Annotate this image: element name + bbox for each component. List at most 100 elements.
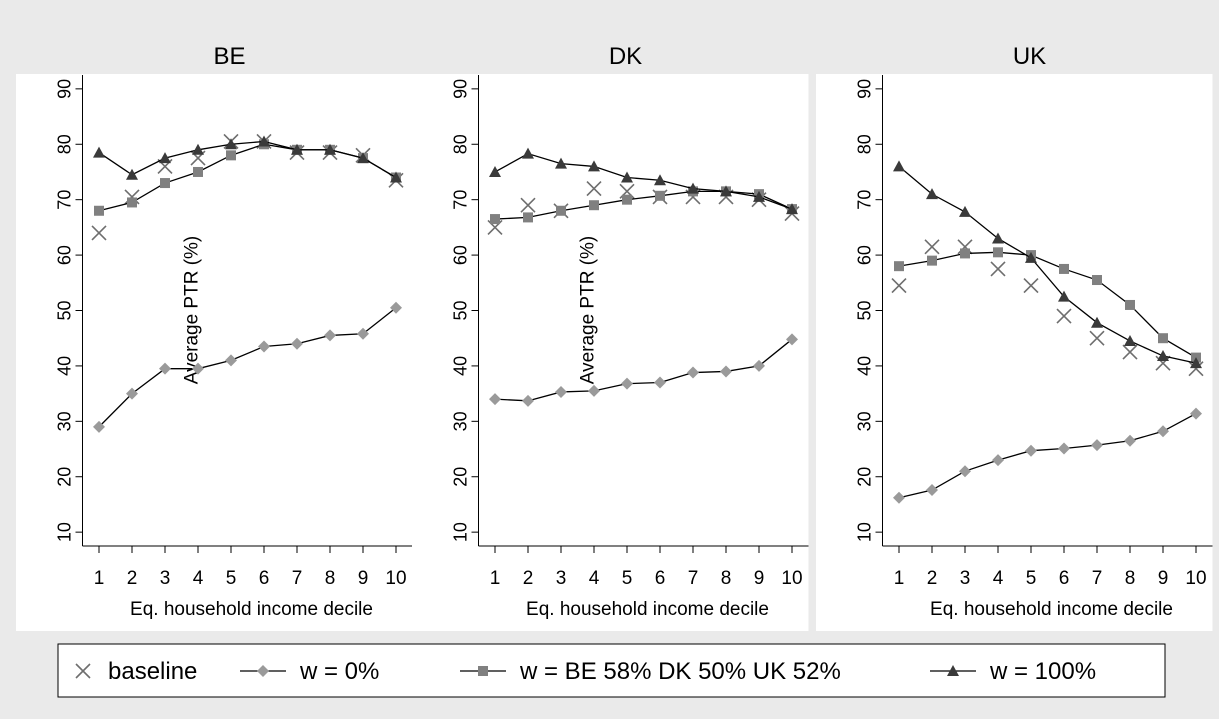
x-tick-label: 8 [325,568,336,589]
x-tick-label: 9 [754,568,765,589]
x-tick-label: 7 [292,568,303,589]
marker-triangle [324,143,336,155]
y-axis-label: Average PTR (%) [578,236,599,385]
y-tick-label: 50 [451,300,471,320]
y-tick-label: 70 [451,190,471,210]
marker-triangle [159,152,171,164]
marker-triangle [687,182,699,194]
y-axis-label: Average PTR (%) [182,236,203,385]
marker-x [91,225,107,241]
marker-square [556,205,566,216]
plot-area [82,75,413,546]
marker-triangle [786,203,798,215]
marker-diamond [390,301,402,314]
series-line [898,165,1197,364]
marker-x [924,239,940,255]
marker-square [927,255,937,266]
x-tick-label: 9 [358,568,369,589]
marker-triangle [588,160,600,172]
x-tick-label: 1 [94,568,105,589]
marker-triangle [192,143,204,155]
series-line [898,251,1197,359]
y-tick-label: 40 [55,356,75,376]
y-tick-label: 20 [451,467,471,487]
marker-square [894,261,904,272]
marker-triangle [947,665,959,676]
y-tick-label: 50 [55,300,75,320]
marker-diamond [257,665,269,677]
y-tick-label: 90 [55,79,75,99]
marker-triangle [126,168,138,180]
marker-diamond [225,354,237,367]
marker-square [226,150,236,161]
x-axis-label: Eq. household income decile [930,599,1173,620]
y-tick-label: 20 [55,467,75,487]
x-tick-label: 6 [259,568,270,589]
series-line [494,152,793,210]
marker-diamond [786,333,798,346]
x-tick-label: 4 [589,568,600,589]
panel-title: UK [1013,43,1046,70]
x-tick-label: 8 [721,568,732,589]
marker-triangle [291,143,303,155]
y-tick-label: 90 [855,79,875,99]
x-tick-label: 3 [160,568,171,589]
marker-triangle [1124,334,1136,346]
marker-square [960,248,970,259]
marker-triangle [258,135,270,147]
marker-square [1059,263,1069,274]
marker-diamond [324,329,336,342]
legend-label: w = 0% [299,658,379,685]
x-tick-label: 1 [894,568,905,589]
marker-triangle [893,160,905,172]
marker-square [193,166,203,177]
marker-triangle [1091,316,1103,328]
y-tick-label: 80 [451,134,471,154]
marker-square [94,205,104,216]
marker-diamond [258,340,270,353]
marker-x [586,181,602,197]
marker-triangle [753,190,765,202]
marker-triangle [654,174,666,186]
y-tick-label: 30 [55,411,75,431]
x-tick-label: 6 [1059,568,1070,589]
marker-diamond [1058,442,1070,455]
marker-square [589,200,599,211]
marker-x [1155,355,1171,371]
marker-square [993,247,1003,258]
y-tick-label: 70 [855,190,875,210]
marker-x [1056,308,1072,324]
marker-diamond [1091,439,1103,452]
marker-diamond [555,385,567,398]
x-tick-label: 8 [1125,568,1136,589]
marker-diamond [126,387,138,400]
marker-triangle [489,165,501,177]
marker-diamond [192,362,204,375]
y-tick-label: 10 [855,522,875,542]
panel-title: BE [213,43,245,70]
marker-triangle [720,185,732,197]
y-tick-label: 80 [855,134,875,154]
y-tick-label: 50 [855,300,875,320]
marker-square [655,190,665,201]
x-tick-label: 10 [1185,568,1206,589]
x-tick-label: 6 [655,568,666,589]
marker-triangle [926,188,938,200]
marker-diamond [720,365,732,378]
marker-diamond [1157,425,1169,438]
y-tick-label: 80 [55,134,75,154]
x-tick-label: 10 [385,568,406,589]
series-line [494,338,793,402]
x-tick-label: 7 [688,568,699,589]
marker-square [1125,299,1135,310]
x-tick-label: 2 [523,568,534,589]
marker-diamond [291,337,303,350]
marker-diamond [357,327,369,340]
marker-x [75,663,91,679]
marker-triangle [555,157,567,169]
x-tick-label: 3 [960,568,971,589]
marker-triangle [357,152,369,164]
marker-diamond [753,359,765,372]
y-tick-label: 60 [451,245,471,265]
